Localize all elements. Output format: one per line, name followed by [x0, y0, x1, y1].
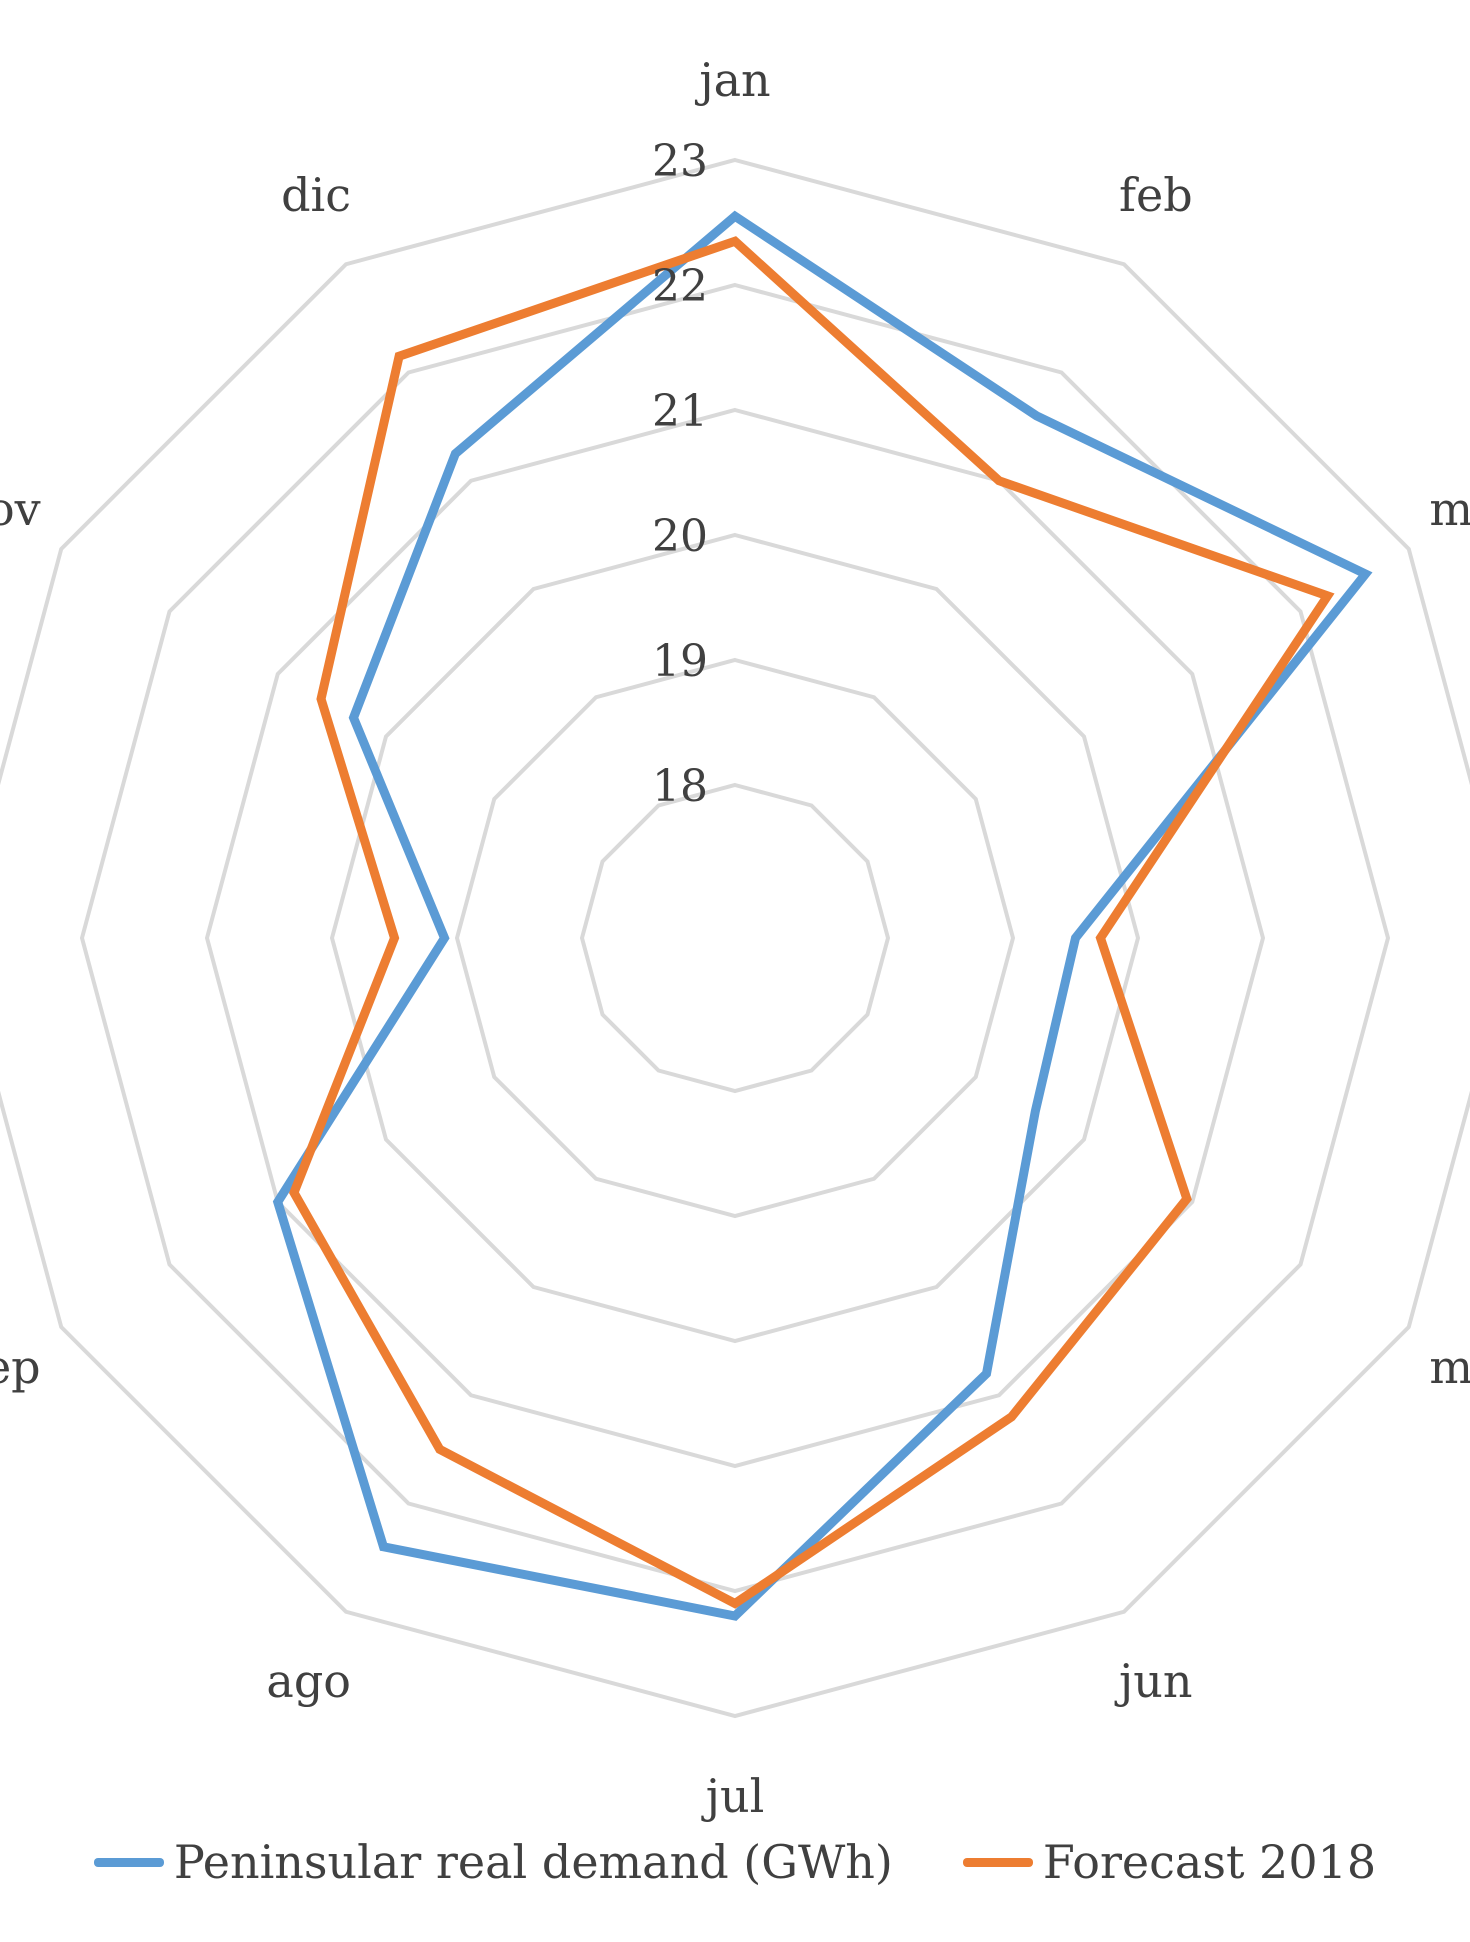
legend-item-forecast: Forecast 2018	[962, 1835, 1377, 1889]
grid-ring-19	[454, 657, 1016, 1219]
series-line-1	[289, 236, 1335, 1609]
radial-tick-22: 22	[652, 261, 708, 312]
radial-tick-18: 18	[652, 761, 708, 812]
series-line-0	[272, 210, 1373, 1621]
radar-series	[272, 210, 1373, 1621]
radial-tick-labels: 18 19 20 21 22 23	[652, 136, 708, 812]
category-label-jan: jan	[694, 53, 770, 107]
legend-label-forecast: Forecast 2018	[1042, 1835, 1377, 1889]
grid-ring-21	[204, 407, 1266, 1469]
radial-tick-21: 21	[652, 386, 708, 437]
radial-tick-23: 23	[652, 136, 708, 187]
category-label-may: may	[1429, 1340, 1470, 1394]
grid-ring-20	[329, 532, 1141, 1344]
category-label-mar: mar	[1429, 482, 1470, 536]
grid-ring-22	[79, 282, 1391, 1594]
category-label-feb: feb	[1119, 168, 1193, 222]
legend-swatch-forecast	[962, 1857, 1033, 1867]
radar-grid	[0, 157, 1470, 1719]
legend-item-real-demand: Peninsular real demand (GWh)	[93, 1835, 893, 1889]
radial-tick-19: 19	[652, 636, 708, 687]
radial-tick-20: 20	[652, 511, 708, 562]
category-label-sep: sep	[0, 1340, 41, 1394]
grid-ring-18	[579, 782, 891, 1094]
category-label-ago: ago	[266, 1654, 351, 1708]
category-labels: janfebmaraprmayjunjulagosepoctnovdic	[0, 53, 1470, 1823]
category-label-dic: dic	[281, 168, 351, 222]
category-label-nov: nov	[0, 482, 41, 536]
grid-ring-23	[0, 157, 1470, 1719]
category-label-jun: jun	[1114, 1654, 1193, 1708]
legend-swatch-real-demand	[93, 1857, 164, 1867]
category-label-jul: jul	[701, 1769, 765, 1823]
legend: Peninsular real demand (GWh) Forecast 20…	[0, 1822, 1470, 1902]
legend-label-real-demand: Peninsular real demand (GWh)	[173, 1835, 893, 1889]
